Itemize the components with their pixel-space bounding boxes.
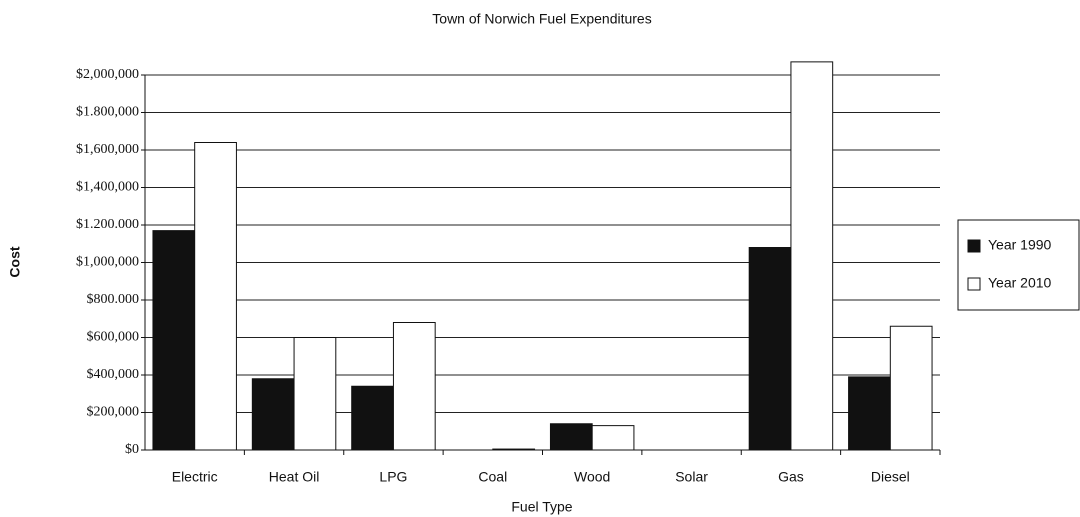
legend-box <box>957 219 1080 311</box>
bar <box>251 378 295 451</box>
bar <box>848 376 891 451</box>
bar <box>293 337 337 451</box>
y-axis-label: Cost <box>7 246 23 277</box>
bar <box>194 142 237 451</box>
bar <box>591 425 635 451</box>
bar <box>889 325 933 451</box>
y-tick-label: $1,000,000 <box>76 255 139 270</box>
y-tick-label: $0 <box>125 442 139 457</box>
y-tick-label: $1.200.000 <box>76 217 139 232</box>
x-tick-label: Electric <box>172 469 218 485</box>
y-tick-label: $1,600,000 <box>76 142 139 157</box>
bar <box>748 247 792 451</box>
bar <box>351 385 394 451</box>
y-tick-label: $2,000,000 <box>76 67 139 82</box>
x-tick-label: Solar <box>675 469 708 485</box>
y-tick-label: $200,000 <box>87 405 140 420</box>
y-tick-label: $1.800,000 <box>76 105 139 120</box>
legend-swatch <box>967 277 981 291</box>
bar <box>549 423 593 451</box>
x-tick-label: Diesel <box>871 469 910 485</box>
legend-label: Year 2010 <box>988 275 1052 291</box>
legend-label: Year 1990 <box>988 237 1052 253</box>
bar <box>492 448 536 451</box>
y-tick-label: $800.000 <box>87 292 140 307</box>
x-tick-label: Wood <box>574 469 610 485</box>
legend-swatch <box>967 239 981 253</box>
chart-title: Town of Norwich Fuel Expenditures <box>432 11 651 27</box>
y-tick-label: $1,400,000 <box>76 180 139 195</box>
y-tick-label: $600,000 <box>87 330 140 345</box>
y-tick-label: $400,000 <box>87 367 140 382</box>
x-tick-label: LPG <box>379 469 407 485</box>
bar <box>392 322 436 451</box>
x-tick-label: Heat Oil <box>269 469 320 485</box>
bar <box>152 230 196 451</box>
x-axis-label: Fuel Type <box>511 499 572 515</box>
x-tick-label: Coal <box>478 469 507 485</box>
x-tick-label: Gas <box>778 469 804 485</box>
bar <box>790 61 834 451</box>
